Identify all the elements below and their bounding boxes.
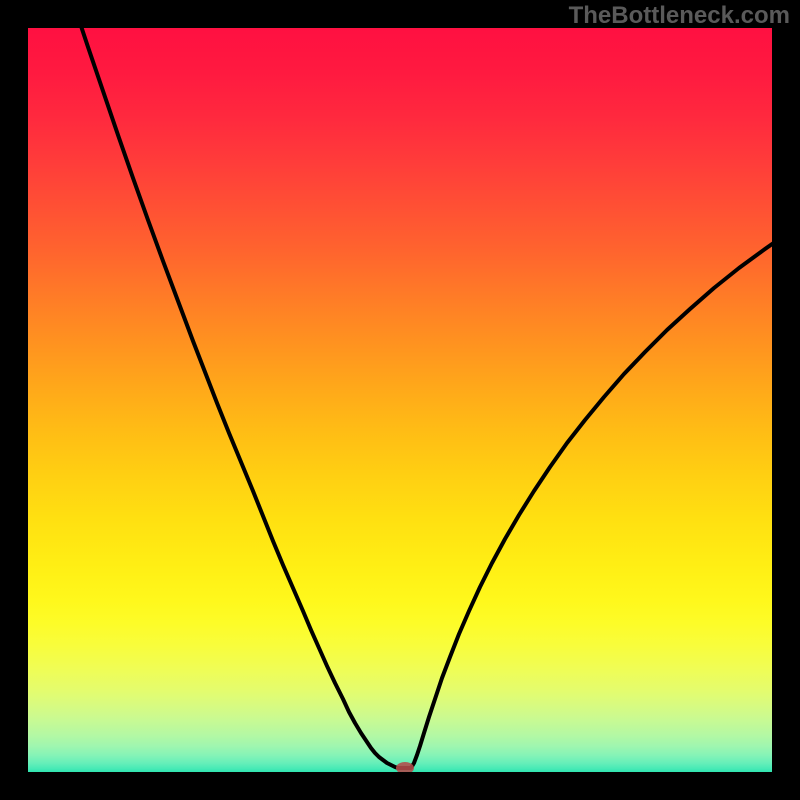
chart-container: TheBottleneck.com [0,0,800,800]
gradient-background [28,28,772,772]
chart-border [0,772,800,800]
chart-border [0,0,28,800]
bottleneck-chart [0,0,800,800]
watermark-text: TheBottleneck.com [569,2,790,30]
chart-border [772,0,800,800]
